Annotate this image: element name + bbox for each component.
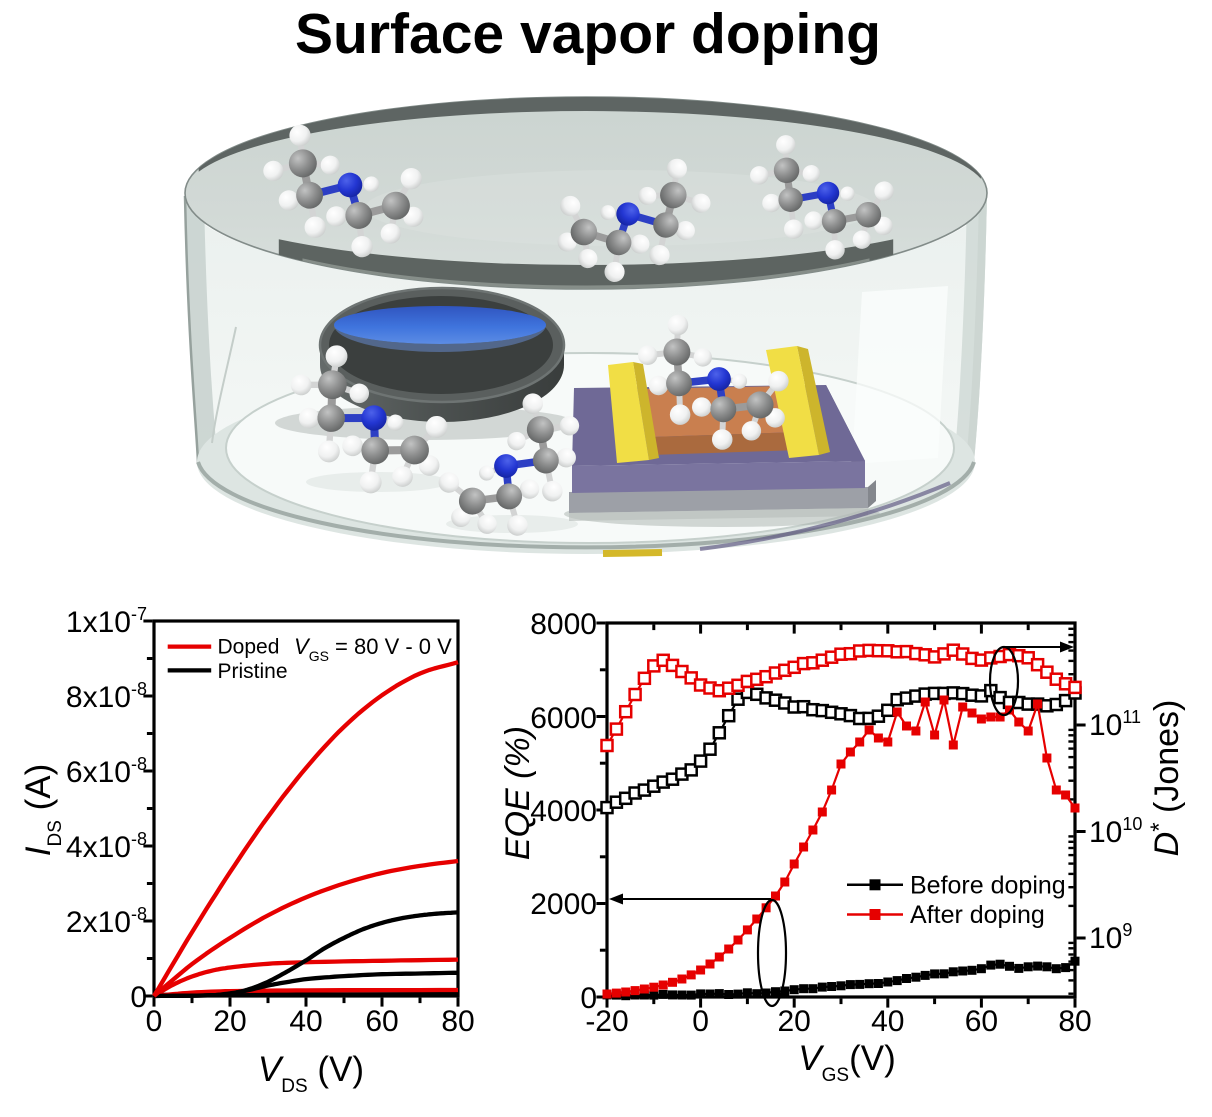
- svg-text:IDS (A): IDS (A): [19, 764, 66, 857]
- svg-text:4000: 4000: [530, 795, 597, 828]
- svg-text:Before doping: Before doping: [910, 872, 1066, 900]
- svg-text:VGS = 80 V - 0 V: VGS = 80 V - 0 V: [294, 634, 452, 664]
- svg-text:1010: 1010: [1089, 814, 1142, 849]
- svg-text:0: 0: [130, 981, 147, 1014]
- svg-text:80: 80: [1058, 1005, 1091, 1038]
- svg-text:1x10-7: 1x10-7: [66, 604, 147, 639]
- svg-text:60: 60: [965, 1005, 998, 1038]
- svg-text:6x10-8: 6x10-8: [66, 754, 147, 789]
- svg-text:Doped: Doped: [218, 636, 280, 659]
- svg-text:D* (Jones): D* (Jones): [1146, 700, 1186, 857]
- svg-text:20: 20: [778, 1005, 811, 1038]
- svg-text:8000: 8000: [530, 608, 597, 641]
- svg-text:2x10-8: 2x10-8: [66, 904, 147, 939]
- svg-text:40: 40: [871, 1005, 904, 1038]
- svg-text:60: 60: [365, 1005, 398, 1038]
- svg-text:20: 20: [213, 1005, 246, 1038]
- svg-text:40: 40: [289, 1005, 322, 1038]
- svg-text:0: 0: [146, 1005, 163, 1038]
- svg-text:0: 0: [692, 1005, 709, 1038]
- svg-text:8x10-8: 8x10-8: [66, 679, 147, 714]
- svg-text:6000: 6000: [530, 702, 597, 735]
- svg-text:VGS(V): VGS(V): [798, 1039, 895, 1086]
- svg-text:Surface vapor doping: Surface vapor doping: [295, 2, 881, 66]
- svg-text:2000: 2000: [530, 888, 597, 921]
- svg-text:1011: 1011: [1089, 707, 1141, 742]
- svg-text:-20: -20: [585, 1005, 628, 1038]
- svg-text:80: 80: [441, 1005, 474, 1038]
- svg-text:After doping: After doping: [910, 901, 1045, 929]
- svg-text:VDS (V): VDS (V): [258, 1050, 364, 1097]
- svg-text:EQE (%): EQE (%): [499, 726, 537, 860]
- svg-text:0: 0: [580, 982, 597, 1015]
- svg-text:Pristine: Pristine: [218, 660, 288, 683]
- svg-text:109: 109: [1089, 920, 1132, 955]
- svg-text:4x10-8: 4x10-8: [66, 829, 147, 864]
